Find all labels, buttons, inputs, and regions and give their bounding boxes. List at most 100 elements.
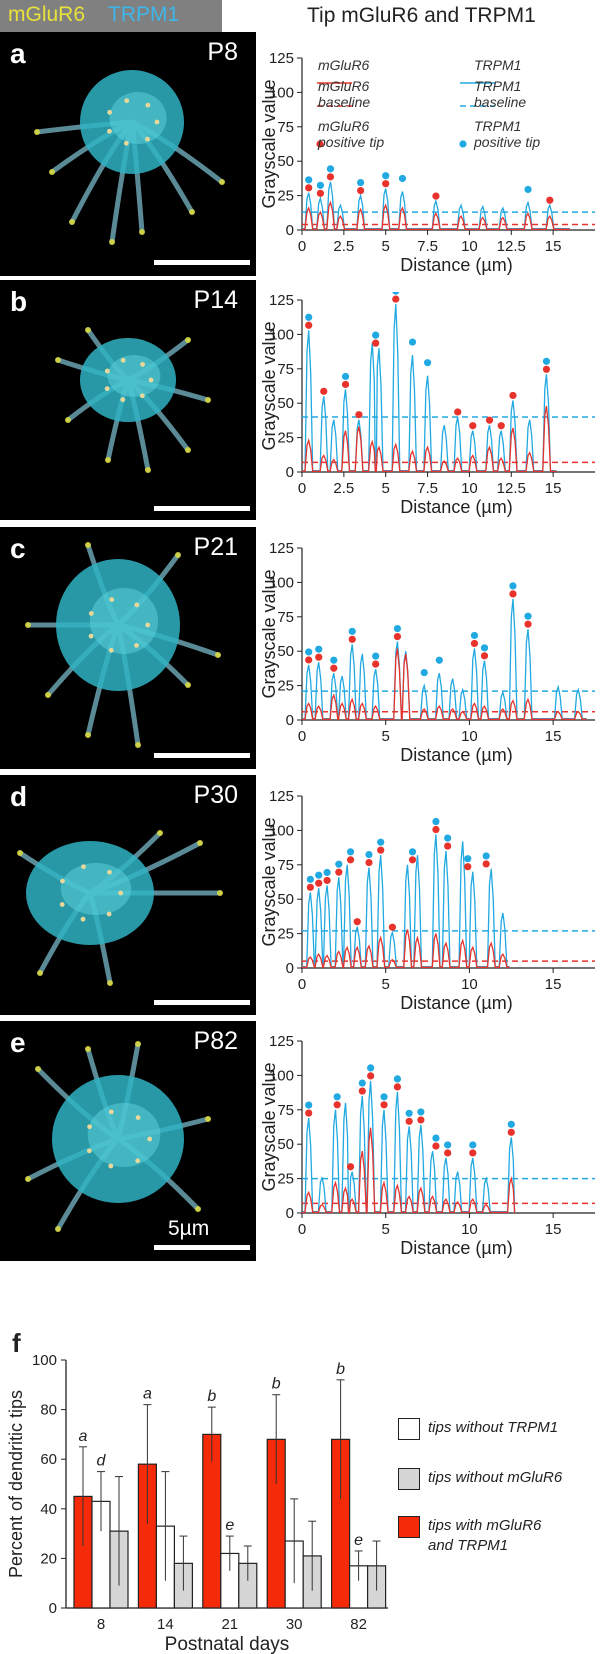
y-tick-label: 100 <box>269 84 294 101</box>
profile-chart-e: 0 25 50 75 100 125 0 5 10 15 Distance (µm) Grayscal… <box>259 1033 600 1261</box>
significance-label: b <box>207 1388 216 1405</box>
puncta <box>59 902 65 907</box>
puncta <box>118 890 124 896</box>
x-tick-label: 5 <box>382 238 390 255</box>
trpm1-tip-marker <box>470 631 479 640</box>
mglur6-tip-marker <box>341 380 350 389</box>
y-axis-label: Percent of dendritic tips <box>6 1390 26 1578</box>
puncta <box>135 1115 141 1120</box>
dendritic-tip <box>135 742 141 748</box>
puncta <box>134 602 140 608</box>
x-tick-label: 5 <box>382 480 390 497</box>
mglur6-tip-marker <box>335 868 343 876</box>
x-tick-label: 7.5 <box>417 238 438 255</box>
trpm1-tip-marker <box>335 860 343 868</box>
x-tick-label: 0 <box>298 1221 306 1238</box>
trpm1-tip-marker <box>333 1093 341 1101</box>
dendritic-tip <box>215 652 221 658</box>
y-tick-label: 0 <box>49 1600 57 1617</box>
x-tick-label: 12.5 <box>497 238 526 255</box>
mglur6-channel-label: mGluR6 <box>8 3 86 26</box>
trpm1-trace <box>302 834 510 968</box>
puncta <box>88 633 94 639</box>
mglur6-tip-marker <box>323 876 331 885</box>
mglur6-tip-marker <box>432 825 440 834</box>
x-tick-label: 30 <box>286 1616 303 1633</box>
micrograph-panel-e: e P82 5µm <box>0 1021 256 1261</box>
mglur6-tip-marker <box>497 422 505 430</box>
legend-label-with-both-2: and TRPM1 <box>428 1537 509 1554</box>
x-axis-label: Distance (µm) <box>400 497 512 517</box>
x-tick-label: 2.5 <box>333 480 354 497</box>
mglur6-tip-marker <box>524 620 532 628</box>
dendritic-tip <box>25 622 31 628</box>
mglur6-tip-marker <box>432 1142 440 1150</box>
dendritic-tip <box>219 179 225 185</box>
mglur6-tip-marker <box>444 842 452 850</box>
mglur6-tip-marker <box>372 660 380 668</box>
legend-dot-trpm1 <box>459 140 467 148</box>
trpm1-tip-marker <box>348 627 356 635</box>
legend-trpm1-tip-1: TRPM1 <box>474 118 522 134</box>
trpm1-tip-marker <box>417 1108 425 1116</box>
mglur6-tip-marker <box>326 173 335 181</box>
cell-image-d <box>17 830 223 986</box>
mglur6-tip-marker <box>405 1117 413 1125</box>
y-tick-label: 75 <box>277 609 294 626</box>
trpm1-tip-marker <box>306 875 314 883</box>
dendritic-tip <box>185 682 191 688</box>
dendritic-tip <box>205 1116 211 1122</box>
trpm1-tip-marker <box>542 357 551 365</box>
puncta <box>107 869 112 875</box>
trpm1-tip-marker <box>423 359 432 367</box>
puncta <box>60 878 65 884</box>
y-axis-label: Grayscale value <box>262 1062 279 1191</box>
mglur6-tip-marker <box>305 1109 313 1117</box>
mglur6-tip-marker <box>365 858 373 867</box>
dendritic-tip <box>217 890 223 896</box>
dendritic-tip <box>85 1046 91 1052</box>
dendritic-tip <box>195 1206 201 1212</box>
trpm1-tip-marker <box>432 817 440 826</box>
legend-label-with-both-1: tips with mGluR6 <box>428 1517 542 1534</box>
scale-bar-a <box>154 260 250 265</box>
trpm1-tip-marker <box>326 165 335 173</box>
x-tick-label: 10 <box>461 976 478 993</box>
trpm1-tip-marker <box>316 181 325 189</box>
scale-bar-label: 5µm <box>168 1217 210 1240</box>
dendritic-tip <box>185 447 191 453</box>
dendritic-tip <box>85 327 91 333</box>
puncta <box>145 136 150 142</box>
y-tick-label: 0 <box>286 1205 294 1222</box>
x-tick-label: 7.5 <box>417 480 438 497</box>
mglur6-tip-marker <box>469 422 477 430</box>
x-tick-label: 0 <box>298 480 306 497</box>
legend-mglur6-tip-2: positive tip <box>318 134 385 150</box>
scale-bar-e <box>154 1245 250 1250</box>
puncta <box>147 1136 153 1142</box>
trpm1-tip-marker <box>305 176 313 184</box>
mglur6-tip-marker <box>388 923 397 931</box>
y-tick-label: 100 <box>269 326 294 343</box>
mglur6-tip-marker <box>392 295 400 303</box>
puncta <box>104 368 110 374</box>
trpm1-tip-marker <box>420 669 428 677</box>
trpm1-tip-marker <box>469 1141 477 1149</box>
mglur6-tip-marker <box>485 416 494 424</box>
mglur6-tip-marker <box>464 863 472 871</box>
panel-letter-c: c <box>10 533 26 564</box>
puncta <box>80 916 86 922</box>
mglur6-tip-marker <box>380 1101 388 1109</box>
y-tick-label: 0 <box>286 464 294 481</box>
mglur6-tip-marker <box>454 408 462 416</box>
y-tick-label: 20 <box>40 1550 57 1567</box>
mglur6-tip-marker <box>417 1116 425 1124</box>
puncta <box>123 140 129 146</box>
x-tick-label: 15 <box>545 976 562 993</box>
mglur6-tip-marker <box>372 339 380 347</box>
y-tick-label: 75 <box>277 361 294 378</box>
dendritic-tip <box>185 337 191 343</box>
dendritic-tip <box>45 692 51 698</box>
legend-swatch-with-both <box>398 1516 420 1538</box>
dendritic-tip <box>65 417 71 423</box>
